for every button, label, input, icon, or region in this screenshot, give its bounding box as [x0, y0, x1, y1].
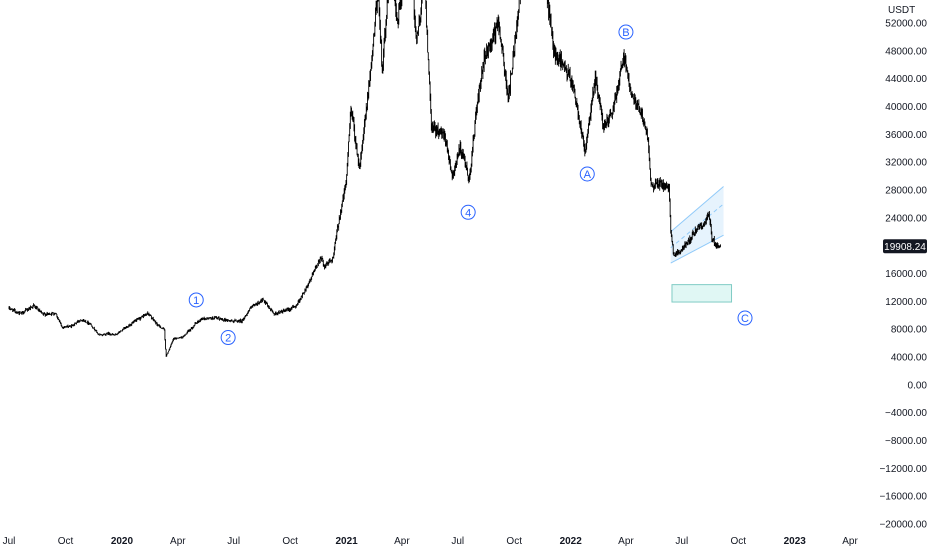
price-tick-label: 16000.00 — [885, 269, 927, 280]
price-tick-label: −20000.00 — [879, 520, 927, 531]
time-axis[interactable]: Jul Oct 2020 Apr Jul Oct 2021 Apr Jul Oct 2022 Apr J… — [3, 536, 859, 547]
candles-layer — [8, 0, 721, 357]
price-tick-label: 52000.00 — [885, 19, 927, 30]
time-tick-label: Jul — [227, 536, 240, 547]
price-tick-label: 12000.00 — [885, 297, 927, 308]
wave-label-b[interactable]: B — [618, 24, 634, 40]
price-tick-label: 48000.00 — [885, 46, 927, 57]
channel-fill[interactable] — [670, 186, 724, 264]
price-tick-label: −4000.00 — [885, 408, 927, 419]
price-tick-label: 36000.00 — [885, 130, 927, 141]
last-price-label: 19908.24 — [884, 242, 926, 253]
time-tick-label: Jul — [3, 536, 16, 547]
time-tick-label: Oct — [506, 536, 522, 547]
wave-label-c[interactable]: C — [737, 310, 753, 326]
time-tick-label: 2020 — [111, 536, 134, 547]
wave-label-a[interactable]: A — [579, 166, 595, 182]
quote-unit-label: USDT — [888, 5, 915, 16]
time-tick-label: Jul — [451, 536, 464, 547]
wave-label-circle — [737, 310, 753, 326]
wave-label-circle — [460, 204, 476, 220]
price-tick-label: 40000.00 — [885, 102, 927, 113]
channel-mid-line[interactable] — [670, 203, 724, 249]
drawings-layer — [670, 186, 733, 303]
time-tick-label: Oct — [282, 536, 298, 547]
wave-label-circle — [579, 166, 595, 182]
price-tick-label: 8000.00 — [891, 325, 928, 336]
price-tick-label: 28000.00 — [885, 186, 927, 197]
wave-label-text: 2 — [225, 333, 231, 345]
wave-label-text: C — [741, 313, 749, 325]
time-tick-label: Apr — [170, 536, 186, 547]
wave-label-text: A — [584, 169, 592, 181]
time-tick-label: Oct — [58, 536, 74, 547]
target-zone-box[interactable] — [671, 284, 733, 303]
time-tick-label: 2021 — [336, 536, 359, 547]
last-price-tag-background — [883, 239, 927, 254]
wave-label-circle — [618, 24, 634, 40]
wave-labels-layer: 1 2 4 A B C — [188, 24, 753, 346]
wave-label-circle — [188, 292, 204, 308]
time-tick-label: 2022 — [560, 536, 583, 547]
price-tick-label: −16000.00 — [879, 492, 927, 503]
time-tick-label: Jul — [675, 536, 688, 547]
wave-label-circle — [220, 330, 236, 346]
price-tick-label: 0.00 — [908, 380, 928, 391]
price-axis[interactable]: USDT 52000.00 48000.00 44000.00 40000.00 360… — [879, 5, 927, 531]
price-tick-label: 4000.00 — [891, 353, 928, 364]
price-tick-label: 24000.00 — [885, 213, 927, 224]
time-tick-label: 2023 — [784, 536, 807, 547]
wave-label-4[interactable]: 4 — [460, 204, 476, 220]
wave-label-text: 1 — [193, 295, 199, 307]
time-tick-label: Apr — [394, 536, 410, 547]
price-tick-label: 32000.00 — [885, 158, 927, 169]
price-tick-label: 44000.00 — [885, 74, 927, 85]
wave-label-1[interactable]: 1 — [188, 292, 204, 308]
wave-label-2[interactable]: 2 — [220, 330, 236, 346]
wave-label-text: B — [622, 27, 629, 39]
time-tick-label: Apr — [842, 536, 858, 547]
price-tick-label: −12000.00 — [879, 464, 927, 475]
channel-upper-line[interactable] — [670, 186, 724, 233]
last-price-tag: 19908.24 — [883, 239, 927, 254]
price-tick-label: −8000.00 — [885, 436, 927, 447]
wave-label-text: 4 — [465, 207, 471, 219]
time-tick-label: Apr — [618, 536, 634, 547]
time-tick-label: Oct — [730, 536, 746, 547]
